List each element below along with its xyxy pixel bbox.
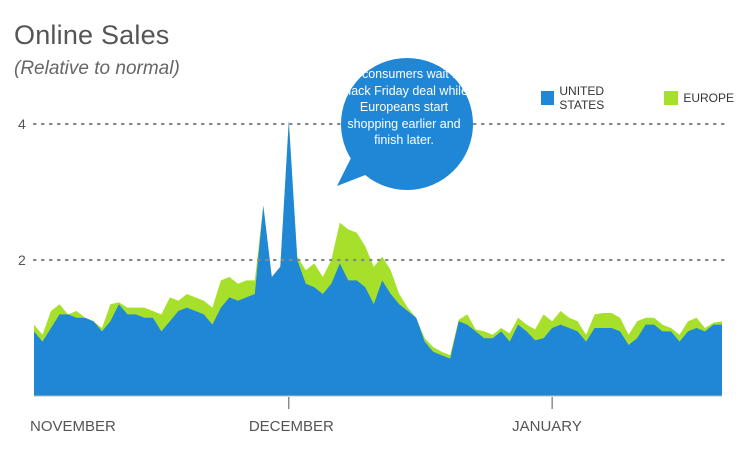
x-label-december: DECEMBER (249, 418, 334, 435)
legend-label-europe: EUROPE (683, 91, 734, 105)
x-label-january: JANUARY (512, 418, 582, 435)
legend-label-us: UNITED STATES (559, 84, 605, 112)
chart-title: Online Sales (14, 20, 170, 50)
y-tick-label: 4 (18, 116, 26, 132)
chart-subtitle: (Relative to normal) (14, 58, 180, 79)
area-united-states (34, 120, 722, 396)
legend-item-us: UNITED STATES (541, 84, 648, 112)
legend: UNITED STATES EUROPE (541, 84, 750, 112)
legend-swatch-us (541, 91, 555, 105)
legend-item-europe: EUROPE (664, 91, 734, 105)
annotation-text: US consumers wait for Black Friday deal … (340, 67, 468, 147)
y-tick-label: 2 (18, 252, 26, 268)
annotation-bubble (337, 58, 473, 190)
legend-swatch-europe (664, 91, 679, 105)
x-label-november: NOVEMBER (30, 418, 116, 435)
